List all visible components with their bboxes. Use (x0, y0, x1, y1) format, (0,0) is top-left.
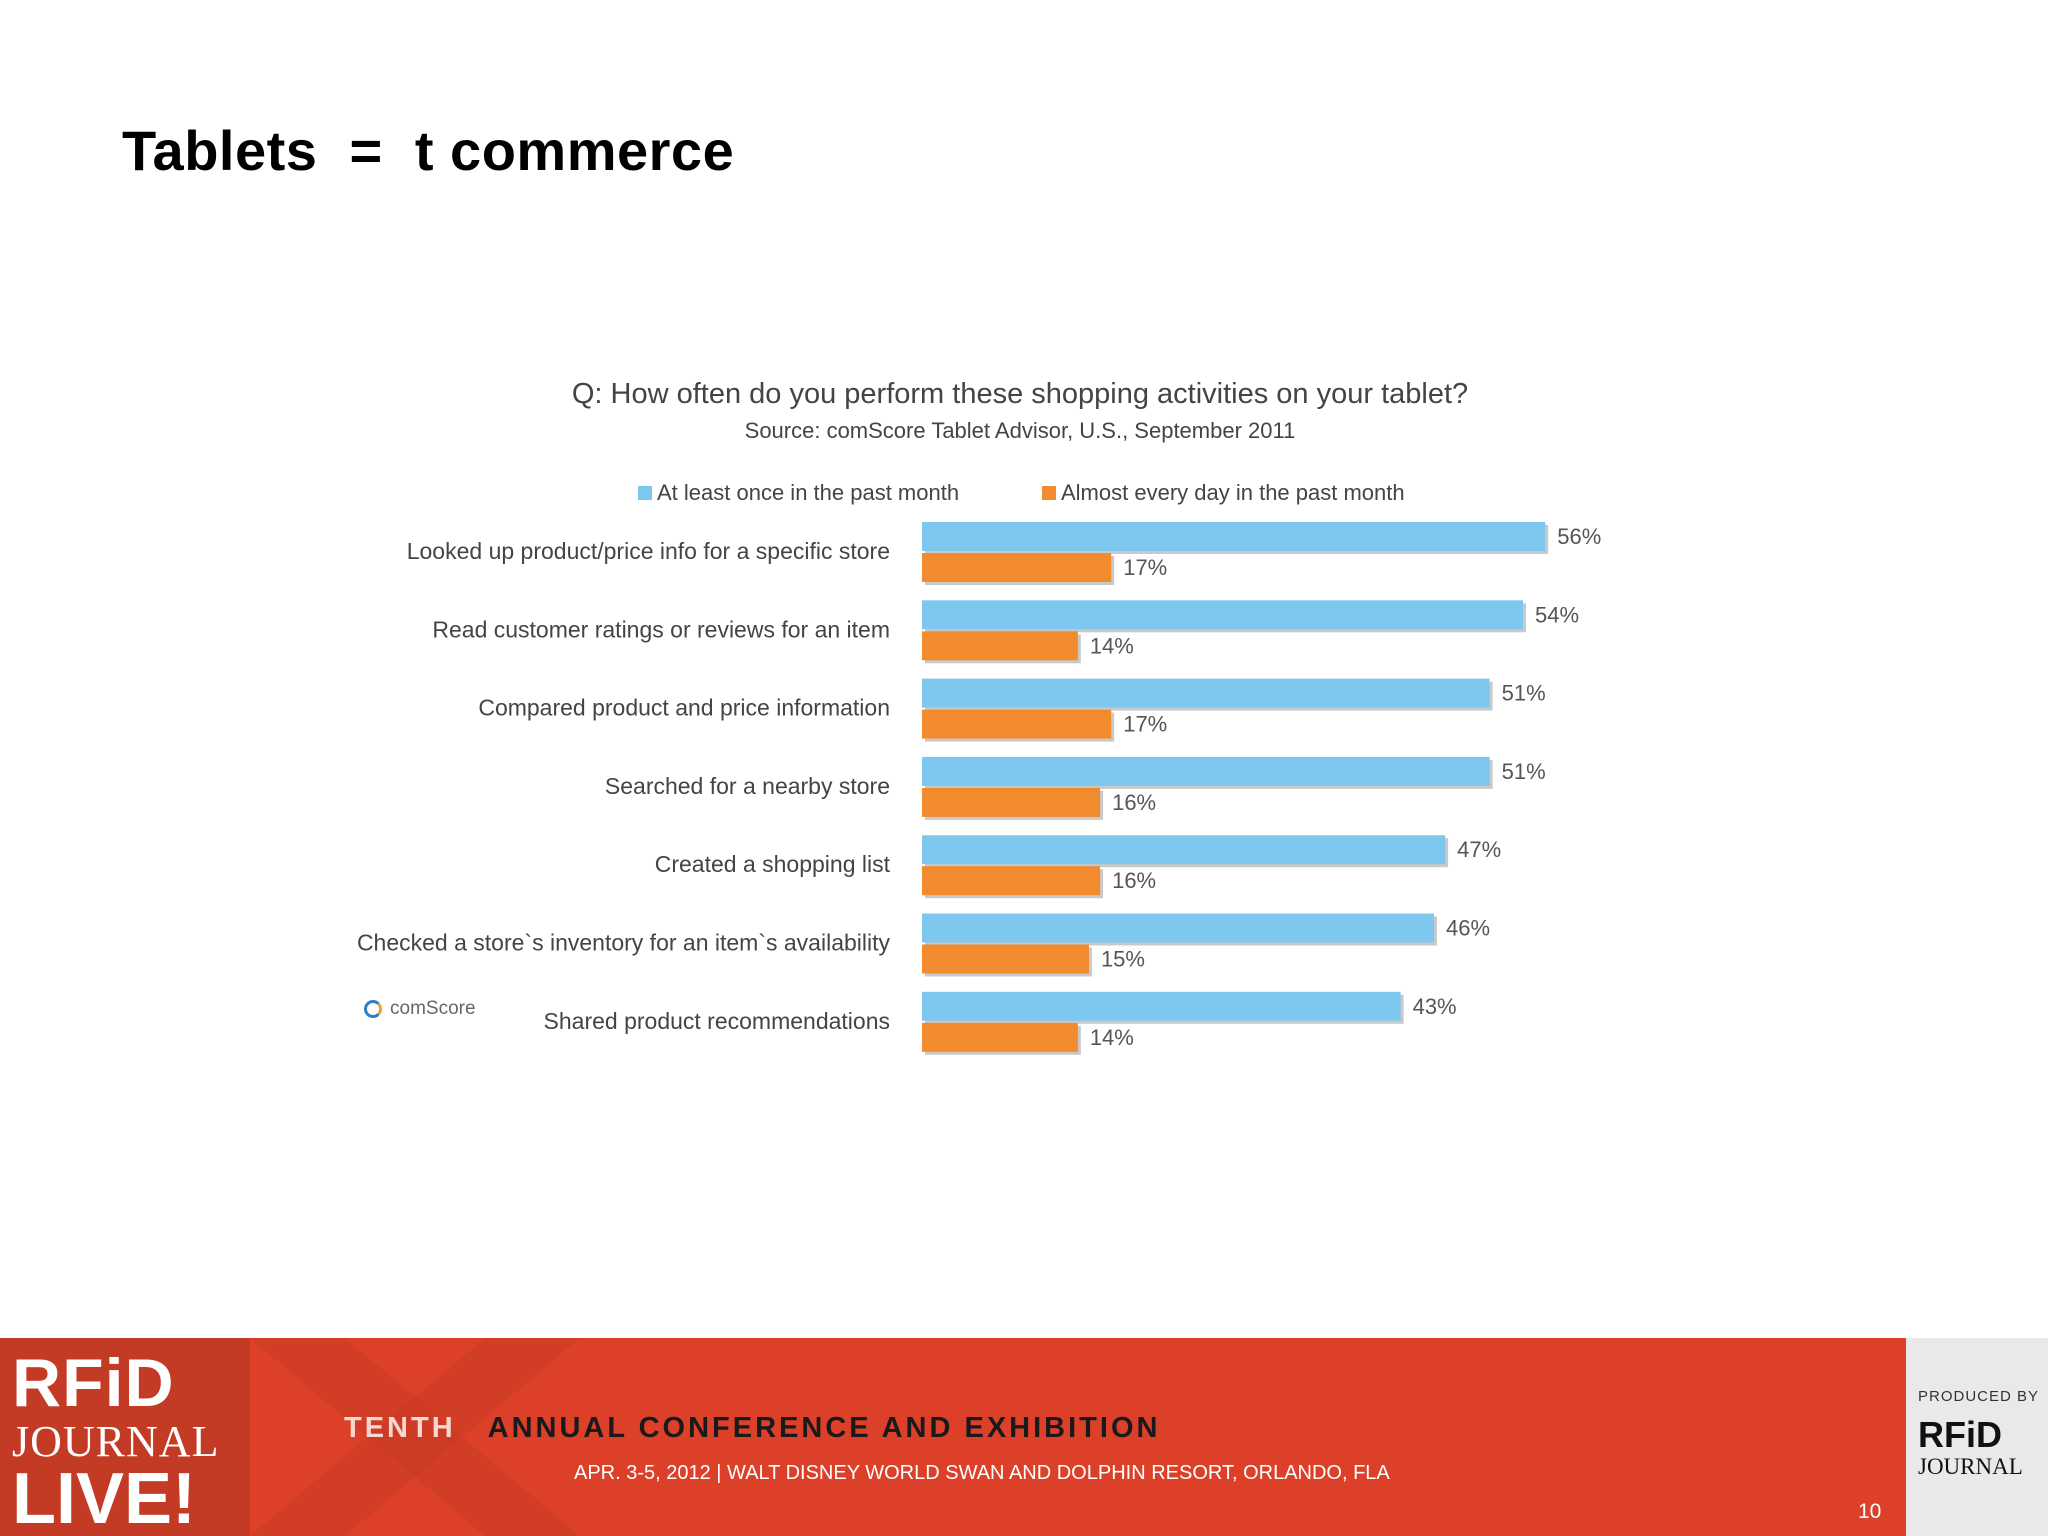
data-label-series-1: 46% (1446, 916, 1490, 941)
conference-details: APR. 3-5, 2012 | WALT DISNEY WORLD SWAN … (574, 1462, 1390, 1484)
data-label-series-2: 15% (1101, 947, 1145, 972)
bar-series-2 (922, 787, 1101, 817)
chart-legend: At least once in the past month Almost e… (0, 480, 2048, 512)
data-label-series-1: 51% (1502, 759, 1546, 784)
slide-title: Tablets = t commerce (122, 119, 735, 182)
category-label: Shared product recommendations (544, 1008, 890, 1034)
category-label: Read customer ratings or reviews for an … (432, 616, 890, 642)
footer-logo-panel (0, 1338, 250, 1536)
bar-series-2 (922, 944, 1089, 974)
category-label: Compared product and price information (478, 695, 890, 721)
bar-series-2 (922, 866, 1101, 896)
produced-by-label: PRODUCED BY (1918, 1388, 2040, 1405)
data-label-series-1: 51% (1502, 681, 1546, 706)
producer-rfid-logo: RFiD (1918, 1414, 2002, 1455)
legend-swatch-series-2 (1042, 486, 1056, 500)
category-label: Checked a store`s inventory for an item`… (357, 930, 891, 956)
data-label-series-1: 43% (1413, 994, 1457, 1019)
legend-label-series-2: Almost every day in the past month (1061, 480, 1405, 505)
data-label-series-2: 14% (1090, 633, 1134, 658)
footer-banner: RFiD JOURNAL LIVE! TENTH ANNUAL CONFEREN… (0, 1338, 2048, 1536)
tenth-x-graphic (250, 1338, 580, 1536)
bar-series-1 (922, 756, 1490, 786)
page-number: 10 (1858, 1500, 1882, 1523)
chart-title: Q: How often do you perform these shoppi… (571, 378, 1469, 410)
bar-series-1 (922, 913, 1434, 943)
producer-panel: PRODUCED BY RFiD JOURNAL (1906, 1338, 2048, 1536)
data-label-series-2: 16% (1112, 868, 1156, 893)
legend-swatch-series-1 (638, 486, 652, 500)
rfid-logo-text: RFiD (12, 1345, 175, 1421)
conference-name: ANNUAL CONFERENCE AND EXHIBITION (487, 1412, 1161, 1444)
bar-series-1 (922, 600, 1524, 630)
data-label-series-1: 47% (1457, 837, 1501, 862)
category-label: Created a shopping list (655, 851, 891, 877)
bar-series-1 (922, 522, 1546, 551)
comscore-ring-icon (364, 1000, 382, 1018)
conference-title: TENTH ANNUAL CONFERENCE AND EXHIBITION (344, 1412, 1160, 1445)
data-label-series-1: 54% (1535, 602, 1579, 627)
data-label-series-2: 16% (1112, 790, 1156, 815)
data-label-series-2: 17% (1123, 555, 1167, 580)
bar-series-1 (922, 991, 1401, 1021)
data-label-series-1: 56% (1557, 524, 1601, 549)
data-label-series-2: 14% (1090, 1025, 1134, 1050)
bar-series-1 (922, 835, 1446, 865)
category-label: Looked up product/price info for a speci… (407, 538, 890, 564)
comscore-logo-text: comScore (390, 998, 476, 1019)
bar-series-1 (922, 678, 1490, 708)
bar-series-2 (922, 709, 1112, 739)
legend-item-series-1: At least once in the past month (638, 480, 959, 506)
live-logo-text: LIVE! (12, 1459, 197, 1536)
legend-label-series-1: At least once in the past month (657, 480, 960, 505)
legend-item-series-2: Almost every day in the past month (1042, 480, 1405, 506)
bar-series-2 (922, 1022, 1078, 1052)
journal-logo-text: JOURNAL (12, 1417, 220, 1466)
chart-subtitle: Source: comScore Tablet Advisor, U.S., S… (744, 418, 1296, 443)
bar-series-2 (922, 553, 1112, 582)
category-label: Searched for a nearby store (605, 773, 890, 799)
bar-chart: Looked up product/price info for a speci… (357, 522, 1601, 1055)
bar-series-2 (922, 631, 1078, 661)
producer-journal-logo: JOURNAL (1918, 1454, 2023, 1479)
data-label-series-2: 17% (1123, 712, 1167, 737)
conference-tenth: TENTH (344, 1412, 456, 1444)
comscore-logo: comScore (364, 998, 476, 1020)
